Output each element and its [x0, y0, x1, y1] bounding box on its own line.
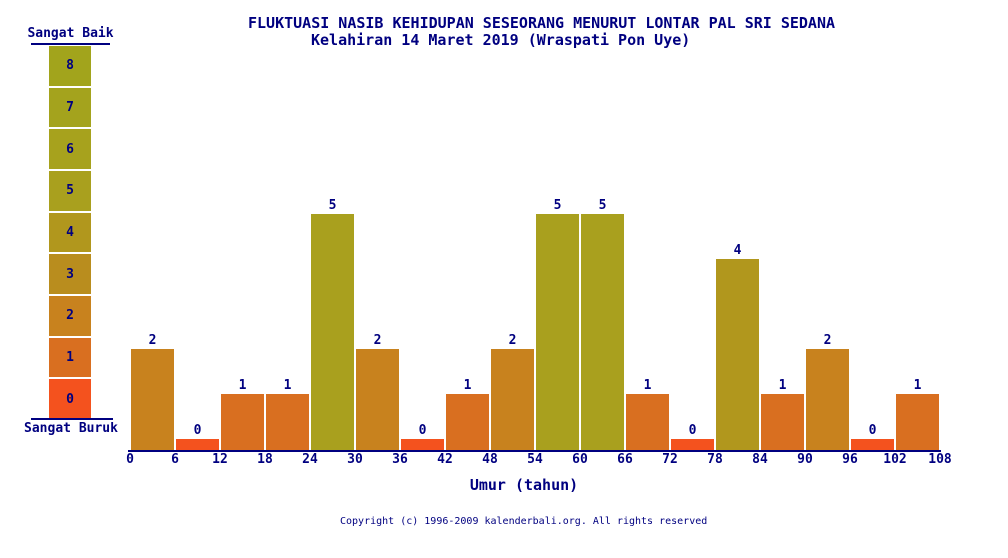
- bar-value-label: 5: [553, 198, 562, 213]
- bar-value-label: 1: [913, 378, 922, 393]
- bar: [356, 349, 399, 450]
- bar: [851, 439, 894, 450]
- x-tick-label: 54: [527, 452, 543, 467]
- bar-value-label: 1: [238, 378, 247, 393]
- chart-subtitle: Kelahiran 14 Maret 2019 (Wraspati Pon Uy…: [311, 31, 691, 49]
- bar: [716, 259, 759, 450]
- chart-title: FLUKTUASI NASIB KEHIDUPAN SESEORANG MENU…: [248, 14, 835, 32]
- legend-cell: 0: [49, 379, 91, 420]
- bar: [896, 394, 939, 450]
- bar-value-label: 1: [463, 378, 472, 393]
- bar: [536, 214, 579, 450]
- bar: [671, 439, 714, 450]
- bar: [311, 214, 354, 450]
- x-tick-label: 30: [347, 452, 363, 467]
- legend-cell: 3: [49, 254, 91, 295]
- legend-cell: 2: [49, 296, 91, 336]
- x-tick-label: 18: [257, 452, 273, 467]
- x-tick-label: 60: [572, 452, 588, 467]
- legend-cell: 4: [49, 212, 91, 253]
- legend-bottom-label: Sangat Buruk: [24, 421, 118, 436]
- bar-value-label: 1: [643, 378, 652, 393]
- legend-top-divider: [31, 43, 110, 45]
- bar-value-label: 2: [373, 333, 382, 348]
- x-tick-label: 66: [617, 452, 633, 467]
- legend-top-label: Sangat Baik: [27, 26, 114, 41]
- x-tick-label: 96: [842, 452, 858, 467]
- bar-value-label: 0: [418, 423, 427, 438]
- x-tick-label: 48: [482, 452, 498, 467]
- x-tick-label: 90: [797, 452, 813, 467]
- copyright-text: Copyright (c) 1996-2009 kalenderbali.org…: [340, 516, 708, 527]
- bar: [446, 394, 489, 450]
- bar-value-label: 0: [193, 423, 202, 438]
- legend-cell: 6: [49, 129, 91, 170]
- x-tick-label: 0: [126, 452, 134, 467]
- bar-value-label: 0: [868, 423, 877, 438]
- bar: [806, 349, 849, 450]
- x-tick-label: 42: [437, 452, 453, 467]
- x-tick-label: 102: [883, 452, 907, 467]
- legend-bottom-divider: [31, 418, 113, 420]
- bar-value-label: 0: [688, 423, 697, 438]
- bar-value-label: 4: [733, 243, 742, 258]
- legend-cell: 8: [49, 46, 91, 86]
- x-axis-line: [128, 450, 941, 452]
- legend-cell: 1: [49, 337, 91, 378]
- bar: [221, 394, 264, 450]
- x-tick-label: 24: [302, 452, 318, 467]
- bar-value-label: 5: [328, 198, 337, 213]
- x-tick-label: 78: [707, 452, 723, 467]
- bar: [491, 349, 534, 450]
- bar: [626, 394, 669, 450]
- legend-cell: 5: [49, 171, 91, 211]
- bar: [176, 439, 219, 450]
- bar-value-label: 2: [148, 333, 157, 348]
- bar-value-label: 2: [508, 333, 517, 348]
- bar: [131, 349, 174, 450]
- bar: [266, 394, 309, 450]
- x-tick-label: 36: [392, 452, 408, 467]
- bar-value-label: 1: [778, 378, 787, 393]
- bar-value-label: 2: [823, 333, 832, 348]
- x-tick-label: 84: [752, 452, 768, 467]
- x-axis-title: Umur (tahun): [469, 476, 579, 494]
- bar-value-label: 5: [598, 198, 607, 213]
- x-tick-label: 12: [212, 452, 228, 467]
- bar-value-label: 1: [283, 378, 292, 393]
- bar: [401, 439, 444, 450]
- x-tick-label: 108: [928, 452, 952, 467]
- x-tick-label: 72: [662, 452, 678, 467]
- x-tick-label: 6: [171, 452, 179, 467]
- bar: [581, 214, 624, 450]
- bar: [761, 394, 804, 450]
- legend-cell: 7: [49, 87, 91, 128]
